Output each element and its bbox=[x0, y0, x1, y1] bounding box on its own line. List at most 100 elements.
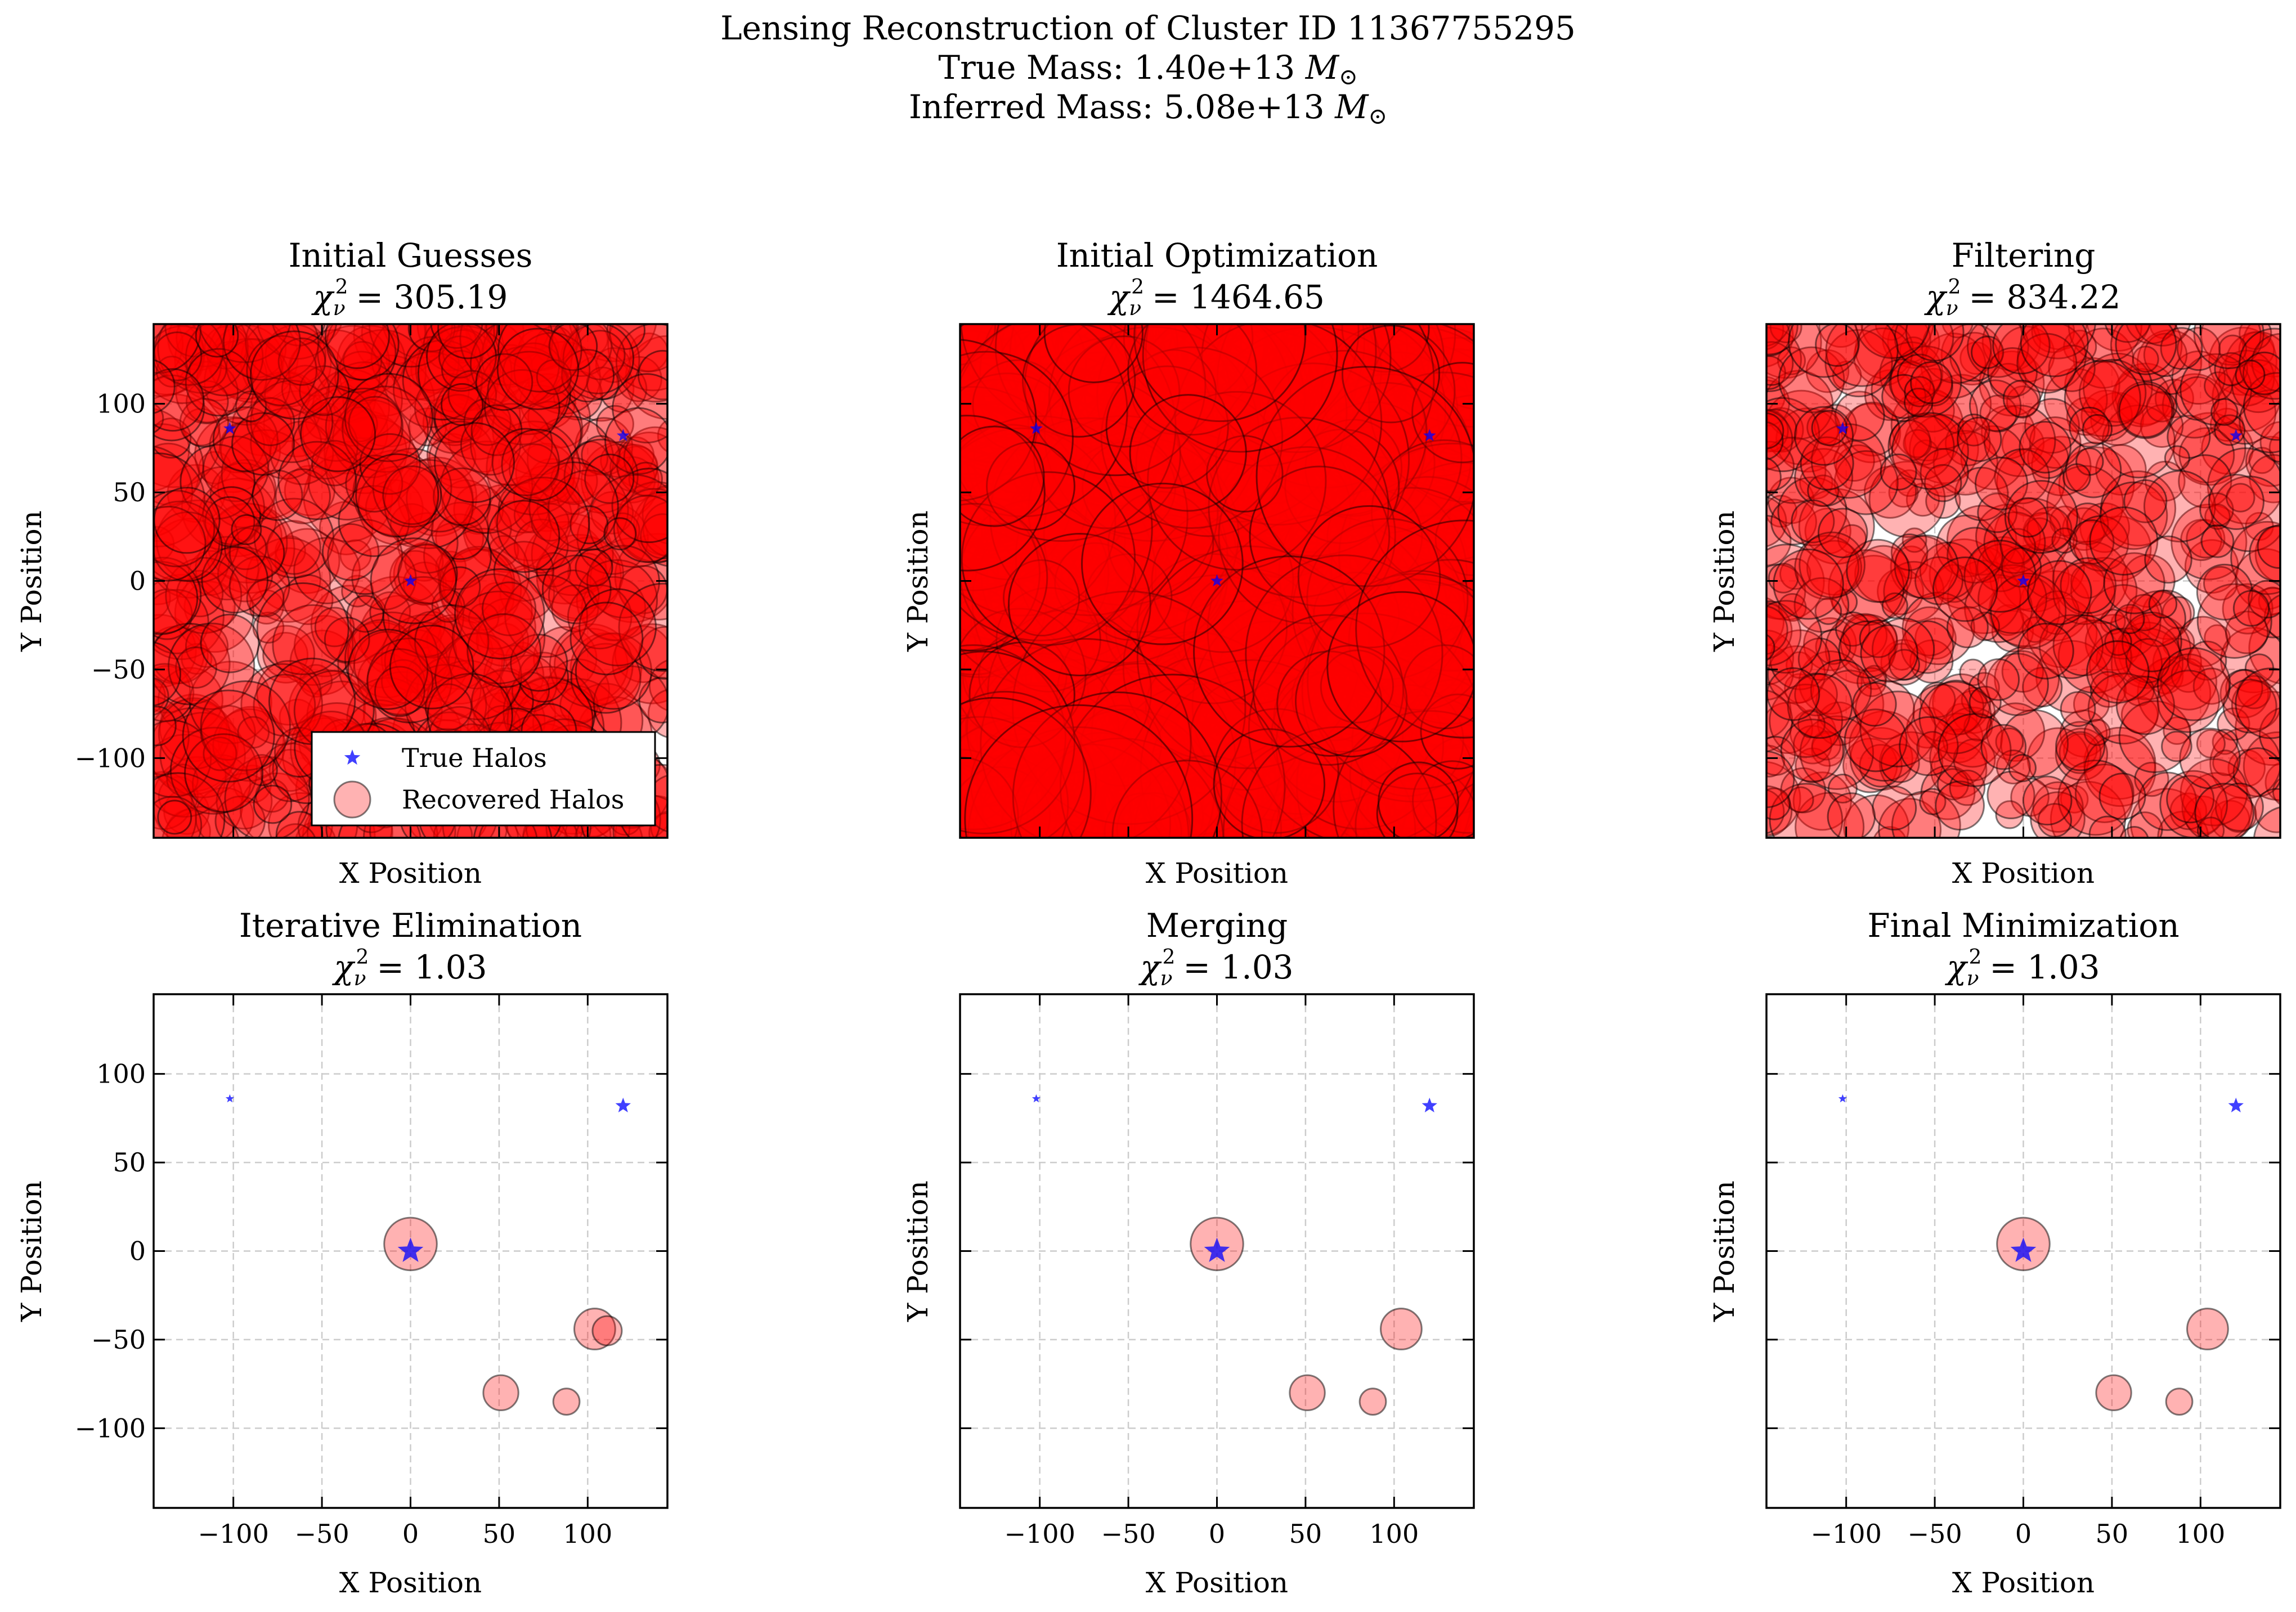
recovered-halo bbox=[1134, 755, 1282, 838]
recovered-halo bbox=[324, 324, 390, 369]
suptitle-line-1: Lensing Reconstruction of Cluster ID 113… bbox=[720, 9, 1576, 47]
chi-value: = 1.03 bbox=[376, 948, 487, 986]
recovered-halo bbox=[184, 733, 264, 813]
y-axis-label: Y Position bbox=[15, 1180, 48, 1322]
recovered-halo bbox=[501, 429, 574, 501]
markers bbox=[1032, 1094, 1437, 1416]
recovered-halo bbox=[1330, 487, 1474, 651]
x-tick-label: −50 bbox=[295, 1519, 349, 1549]
recovered-halo bbox=[2257, 524, 2280, 569]
chi-subscript: ν bbox=[1160, 967, 1173, 990]
recovered-halo bbox=[2210, 398, 2239, 426]
recovered-halo bbox=[195, 324, 239, 358]
x-axis-label: X Position bbox=[1952, 857, 2095, 890]
recovered-halo bbox=[1140, 659, 1364, 838]
recovered-halo bbox=[372, 447, 452, 528]
chi-subscript: ν bbox=[333, 297, 346, 320]
markers bbox=[1766, 324, 2280, 838]
true-halo-star bbox=[615, 1097, 631, 1112]
chi-subscript: ν bbox=[354, 967, 366, 990]
recovered-halo bbox=[2062, 463, 2091, 492]
y-tick-label: −100 bbox=[75, 1413, 146, 1443]
x-axis-label: X Position bbox=[1146, 857, 1288, 890]
chi-subscript: ν bbox=[1967, 967, 1979, 990]
recovered-halo bbox=[1419, 324, 1474, 410]
recovered-halo bbox=[154, 368, 205, 432]
recovered-halo bbox=[487, 500, 560, 573]
recovered-halo bbox=[269, 420, 334, 486]
recovered-halo bbox=[176, 569, 224, 618]
recovered-halo bbox=[1380, 1308, 1423, 1350]
y-tick-label: −50 bbox=[91, 654, 146, 685]
recovered-halo bbox=[2020, 324, 2089, 378]
chi-value: = 834.22 bbox=[1968, 278, 2120, 316]
recovered-halo bbox=[154, 452, 206, 547]
chi-value: = 1.03 bbox=[1989, 948, 2100, 986]
recovered-halo bbox=[581, 435, 621, 475]
recovered-halo bbox=[1081, 482, 1244, 645]
recovered-halo bbox=[2165, 1388, 2194, 1416]
chi-symbol: χ bbox=[1924, 278, 1948, 316]
recovered-halo bbox=[439, 566, 481, 608]
x-axis-label: X Position bbox=[339, 857, 482, 890]
suptitle-line-3: Inferred Mass: 5.08e+13 M⊙ bbox=[909, 88, 1387, 129]
recovered-halo bbox=[1932, 556, 1998, 622]
recovered-halo bbox=[467, 613, 542, 688]
x-tick-label: 0 bbox=[2015, 1519, 2032, 1549]
chi-superscript: 2 bbox=[356, 946, 369, 969]
chi-superscript: 2 bbox=[335, 276, 348, 299]
recovered-halo bbox=[960, 768, 1064, 838]
recovered-halo bbox=[154, 487, 221, 554]
recovered-halo bbox=[231, 514, 262, 545]
recovered-halo bbox=[341, 574, 374, 608]
recovered-halo bbox=[202, 435, 270, 502]
recovered-halo bbox=[560, 348, 615, 403]
chi-symbol: χ bbox=[1107, 278, 1131, 316]
true-halo-star bbox=[1421, 1097, 1437, 1112]
panel-title: Iterative Elimination bbox=[239, 906, 582, 945]
x-tick-label: 50 bbox=[483, 1519, 516, 1549]
x-tick-label: −100 bbox=[1811, 1519, 1882, 1549]
recovered-halo bbox=[528, 461, 619, 552]
recovered-halo bbox=[1289, 1374, 1326, 1412]
recovered-halo bbox=[2086, 640, 2150, 704]
recovered-halo bbox=[432, 467, 491, 526]
recovered-halo bbox=[154, 773, 198, 838]
recovered-halo bbox=[469, 403, 553, 486]
y-axis-label: Y Position bbox=[1708, 510, 1741, 652]
recovered-halo bbox=[355, 453, 440, 537]
chi-value: = 1464.65 bbox=[1152, 278, 1325, 316]
recovered-halo bbox=[1827, 792, 1876, 838]
recovered-halo bbox=[2232, 590, 2270, 627]
x-tick-label: 50 bbox=[2096, 1519, 2129, 1549]
recovered-halo bbox=[231, 412, 295, 476]
chi-superscript: 2 bbox=[1131, 276, 1144, 299]
x-tick-label: −100 bbox=[198, 1519, 269, 1549]
recovered-halo bbox=[1872, 785, 1917, 831]
recovered-halo bbox=[253, 784, 293, 824]
recovered-halo bbox=[2161, 730, 2192, 762]
recovered-halo bbox=[2022, 775, 2073, 826]
recovered-halo bbox=[569, 601, 644, 676]
recovered-halo bbox=[389, 625, 474, 710]
recovered-halo bbox=[300, 396, 376, 473]
x-tick-label: 0 bbox=[402, 1519, 419, 1549]
recovered-halo bbox=[2008, 753, 2037, 783]
recovered-halo bbox=[1860, 624, 1918, 683]
markers bbox=[154, 324, 667, 838]
recovered-halo bbox=[440, 383, 484, 426]
recovered-halo bbox=[570, 643, 642, 714]
recovered-halo bbox=[200, 680, 291, 771]
recovered-halo bbox=[1910, 361, 1953, 405]
panel-title: Initial Guesses bbox=[289, 236, 533, 275]
recovered-halo bbox=[348, 396, 403, 451]
recovered-halo bbox=[2095, 1374, 2132, 1412]
recovered-halo bbox=[960, 324, 997, 366]
recovered-halo bbox=[200, 613, 260, 673]
panel-chi2: χν2 = 1.03 bbox=[1138, 946, 1293, 990]
recovered-halo bbox=[2019, 420, 2072, 474]
recovered-halo bbox=[2115, 324, 2177, 375]
